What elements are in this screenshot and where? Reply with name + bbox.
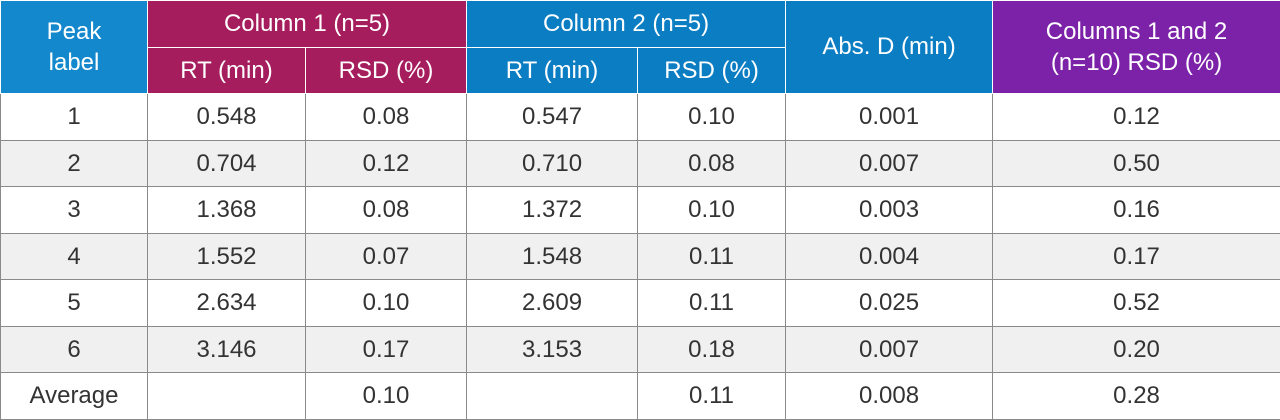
table-cell: 0.12: [306, 141, 467, 187]
table-cell: 3.153: [467, 327, 638, 373]
table-cell: 0.16: [993, 187, 1280, 234]
header-cell: Column 1 (n=5): [148, 1, 467, 48]
table-cell: 2.634: [148, 280, 306, 327]
table-cell: 0.08: [306, 187, 467, 234]
table-cell: [148, 373, 306, 420]
table-cell: 0.710: [467, 141, 638, 187]
table-cell: 3.146: [148, 327, 306, 373]
table-cell: 0.08: [306, 94, 467, 141]
table-header: Peak label Column 1 (n=5) Column 2 (n=5)…: [1, 1, 1280, 94]
table-cell: 4: [1, 234, 148, 280]
table-cell: 0.001: [786, 94, 993, 141]
table-cell: 0.07: [306, 234, 467, 280]
subheader-cell: RT (min): [148, 48, 306, 94]
table-cell: 0.18: [638, 327, 786, 373]
table-cell: 0.548: [148, 94, 306, 141]
header-cell: Columns 1 and 2 (n=10) RSD (%): [993, 1, 1280, 94]
table-cell: 1.368: [148, 187, 306, 234]
header-text: Columns 1 and 2 (n=10) RSD (%): [1017, 16, 1257, 78]
header-row: Peak label Column 1 (n=5) Column 2 (n=5)…: [1, 1, 1280, 48]
header-cell: Peak label: [1, 1, 148, 94]
table-cell: 0.50: [993, 141, 1280, 187]
table-cell: 3: [1, 187, 148, 234]
table-cell: 1.548: [467, 234, 638, 280]
table-cell: [467, 373, 638, 420]
table-cell: 0.704: [148, 141, 306, 187]
header-cell: Column 2 (n=5): [467, 1, 786, 48]
table-cell: 5: [1, 280, 148, 327]
table-cell: Average: [1, 373, 148, 420]
header-text: Peak label: [34, 16, 114, 78]
table-cell: 0.025: [786, 280, 993, 327]
table-cell: 1.552: [148, 234, 306, 280]
table-cell: 0.008: [786, 373, 993, 420]
table-cell: 0.003: [786, 187, 993, 234]
table-cell: 0.17: [306, 327, 467, 373]
table-cell: 0.007: [786, 327, 993, 373]
header-cell: Abs. D (min): [786, 1, 993, 94]
table-cell: 0.12: [993, 94, 1280, 141]
table-cell: 0.007: [786, 141, 993, 187]
table-cell: 2.609: [467, 280, 638, 327]
table-cell: 0.10: [638, 94, 786, 141]
table-cell: 0.10: [306, 280, 467, 327]
table-cell: 0.11: [638, 280, 786, 327]
table-cell: 0.20: [993, 327, 1280, 373]
table-cell: 0.17: [993, 234, 1280, 280]
subheader-cell: RSD (%): [306, 48, 467, 94]
table-cell: 0.547: [467, 94, 638, 141]
table-cell: 2: [1, 141, 148, 187]
table-cell: 0.08: [638, 141, 786, 187]
table-cell: 0.10: [638, 187, 786, 234]
table-cell: 0.28: [993, 373, 1280, 420]
table-cell: 0.10: [306, 373, 467, 420]
subheader-cell: RSD (%): [638, 48, 786, 94]
table-cell: 0.52: [993, 280, 1280, 327]
table-cell: 0.11: [638, 373, 786, 420]
subheader-cell: RT (min): [467, 48, 638, 94]
table-cell: 1.372: [467, 187, 638, 234]
table-cell: 1: [1, 94, 148, 141]
table-cell: 0.11: [638, 234, 786, 280]
table-cell: 0.004: [786, 234, 993, 280]
table-cell: 6: [1, 327, 148, 373]
